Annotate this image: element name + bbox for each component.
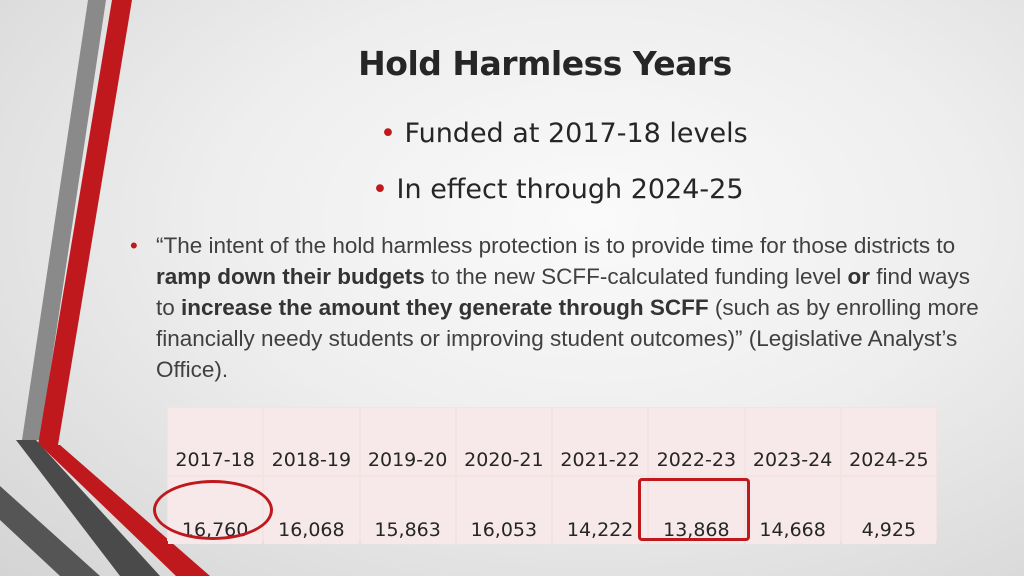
dark-stripe-corner — [0, 486, 100, 576]
quote-part: to the new SCFF-calculated funding level — [424, 264, 848, 289]
highlight-circle — [153, 480, 273, 540]
year-cell: 2024-25 — [841, 408, 936, 475]
quote-bold: ramp down their budgets — [156, 264, 425, 289]
quote-bold: or — [847, 264, 871, 289]
value-cell: 16,068 — [264, 477, 359, 544]
bullet-funded: • Funded at 2017-18 levels — [380, 118, 748, 149]
slide-title: Hold Harmless Years — [358, 44, 732, 83]
year-cell: 2017-18 — [168, 408, 263, 475]
quote-bold: increase the amount they generate throug… — [181, 295, 709, 320]
value-cell: 15,863 — [360, 477, 455, 544]
quote-part: (such as by enrolling more financially n… — [156, 295, 979, 382]
year-cell: 2018-19 — [264, 408, 359, 475]
red-stripe — [38, 0, 132, 445]
quote-text: “The intent of the hold harmless protect… — [156, 230, 990, 385]
bullet-dot: • — [130, 233, 138, 258]
funding-table: 2017-18 2018-19 2019-20 2020-21 2021-22 … — [167, 407, 937, 544]
bullet-dot: • — [380, 118, 396, 149]
year-cell: 2020-21 — [456, 408, 551, 475]
quote-part: “The intent of the hold harmless protect… — [156, 233, 956, 258]
quote-paragraph: • “The intent of the hold harmless prote… — [130, 230, 990, 385]
red-stripe-lower — [40, 445, 210, 576]
year-cell: 2019-20 — [360, 408, 455, 475]
value-cell: 14,222 — [553, 477, 648, 544]
value-cell: 4,925 — [841, 477, 936, 544]
value-cell: 13,868 — [649, 477, 744, 544]
quote-part: find ways to — [156, 264, 971, 320]
year-cell: 2022-23 — [649, 408, 744, 475]
value-cell: 16,053 — [456, 477, 551, 544]
bullet-effect: • In effect through 2024-25 — [372, 174, 744, 205]
bullet-text: Funded at 2017-18 levels — [404, 118, 748, 149]
highlight-box — [638, 478, 750, 541]
year-cell: 2021-22 — [553, 408, 648, 475]
year-cell: 2023-24 — [745, 408, 840, 475]
bullet-text: In effect through 2024-25 — [396, 174, 744, 205]
dark-stripe — [16, 440, 160, 576]
bullet-dot: • — [372, 174, 388, 205]
gray-stripe — [22, 0, 106, 440]
value-cell: 14,668 — [745, 477, 840, 544]
